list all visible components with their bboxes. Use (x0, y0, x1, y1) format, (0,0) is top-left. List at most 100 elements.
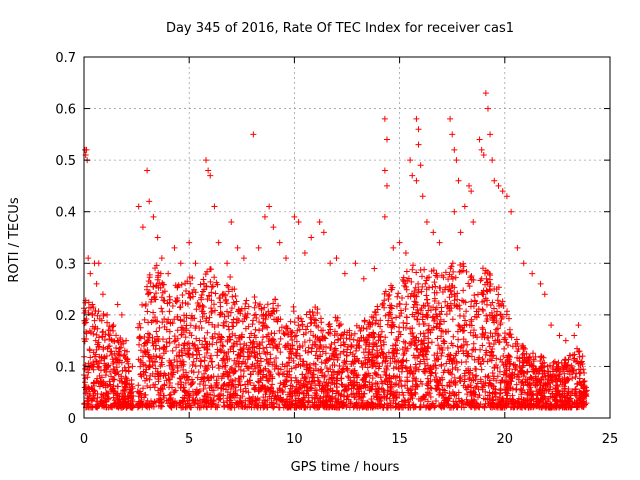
y-tick-label: 0.1 (55, 360, 76, 375)
data-point (186, 404, 193, 411)
data-point (331, 369, 338, 376)
data-point (433, 374, 440, 381)
data-point (150, 213, 157, 220)
data-point (352, 260, 359, 267)
data-point (199, 313, 206, 320)
data-point (164, 300, 171, 307)
data-point (463, 268, 470, 275)
data-point (166, 328, 173, 335)
data-point (224, 308, 231, 315)
data-point (295, 219, 302, 226)
data-point (485, 373, 492, 380)
data-point (390, 244, 397, 251)
data-point (551, 358, 558, 365)
data-point (449, 316, 456, 323)
data-point (220, 392, 227, 399)
data-point (322, 360, 329, 367)
data-point (142, 301, 149, 308)
data-point (291, 213, 298, 220)
data-point (476, 354, 483, 361)
data-point (157, 363, 164, 370)
data-point (398, 378, 405, 385)
data-point (470, 303, 477, 310)
data-point (317, 315, 324, 322)
data-point (423, 277, 430, 284)
data-point (217, 384, 224, 391)
data-point (256, 396, 263, 403)
data-point (383, 182, 390, 189)
data-point (470, 219, 477, 226)
data-point (381, 213, 388, 220)
data-point (139, 353, 146, 360)
data-point (378, 328, 385, 335)
data-point (581, 370, 588, 377)
data-point (303, 311, 310, 318)
data-point (472, 384, 479, 391)
data-point (276, 327, 283, 334)
data-point (333, 255, 340, 262)
data-point (114, 383, 121, 390)
data-point (229, 293, 236, 300)
data-point (397, 331, 404, 338)
data-point (482, 396, 489, 403)
data-point (338, 369, 345, 376)
data-point (314, 374, 321, 381)
data-point (423, 292, 430, 299)
x-tick-label: 0 (80, 432, 88, 447)
data-point (419, 283, 426, 290)
data-point (251, 304, 258, 311)
data-point (256, 327, 263, 334)
data-point (321, 334, 328, 341)
data-point (364, 364, 371, 371)
data-point (410, 333, 417, 340)
data-point (308, 234, 315, 241)
data-point (114, 301, 121, 308)
data-point (434, 273, 441, 280)
data-point (414, 316, 421, 323)
data-point (486, 377, 493, 384)
data-point (106, 378, 113, 385)
data-point (466, 182, 473, 189)
data-point (258, 305, 265, 312)
data-point (449, 389, 456, 396)
data-point (85, 369, 92, 376)
data-point (187, 280, 194, 287)
data-point (372, 311, 379, 318)
data-point (183, 287, 190, 294)
data-points (81, 90, 590, 411)
data-point (208, 297, 215, 304)
data-point (407, 293, 414, 300)
data-point (225, 312, 232, 319)
data-point (471, 356, 478, 363)
data-point (145, 290, 152, 297)
data-point (482, 329, 489, 336)
data-point (246, 395, 253, 402)
data-point (242, 311, 249, 318)
x-tick-label: 25 (602, 432, 619, 447)
data-point (244, 349, 251, 356)
data-point (381, 297, 388, 304)
data-point (528, 362, 535, 369)
data-point (295, 315, 302, 322)
data-point (482, 380, 489, 387)
data-point (415, 396, 422, 403)
data-point (431, 352, 438, 359)
data-point (125, 368, 132, 375)
data-point (264, 301, 271, 308)
data-point (295, 322, 302, 329)
data-point (260, 334, 267, 341)
data-point (488, 382, 495, 389)
data-point (507, 360, 514, 367)
data-point (574, 345, 581, 352)
data-point (438, 333, 445, 340)
data-point (419, 193, 426, 200)
data-point (572, 374, 579, 381)
data-point (575, 322, 582, 329)
data-point (163, 326, 170, 333)
data-point (159, 319, 166, 326)
data-point (229, 343, 236, 350)
data-point (479, 324, 486, 331)
data-point (123, 348, 130, 355)
data-point (438, 361, 445, 368)
data-point (565, 356, 572, 363)
